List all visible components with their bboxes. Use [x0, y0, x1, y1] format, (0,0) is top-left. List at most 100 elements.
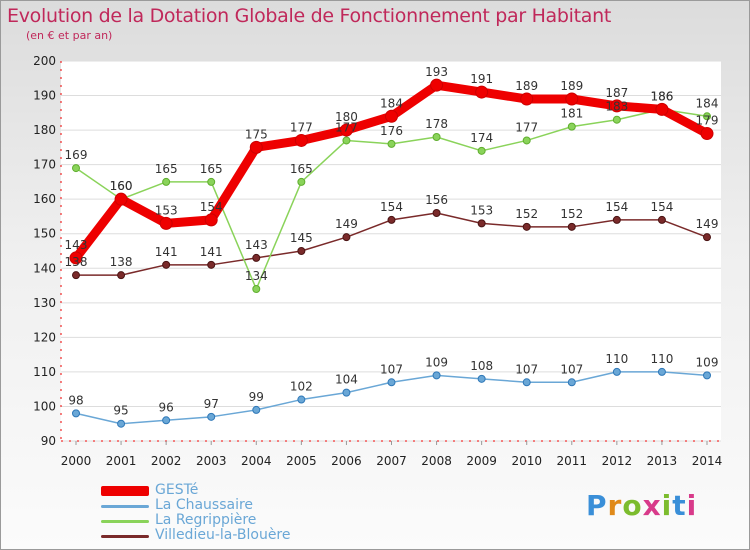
data-label-geste-2012: 187	[605, 86, 628, 100]
data-label-la-regrippiere-2007: 176	[380, 124, 403, 138]
legend-label-la-regrippiere: La Regrippière	[155, 512, 257, 528]
data-point-la-regrippiere-2002	[162, 177, 171, 186]
data-point-la-chaussaire-2005	[297, 395, 306, 404]
x-tick-label-2003: 2003	[196, 454, 227, 468]
data-label-la-chaussaire-2011: 107	[560, 362, 583, 376]
x-tick-label-2009: 2009	[466, 454, 497, 468]
x-tick-label-2014: 2014	[692, 454, 723, 468]
data-label-la-regrippiere-2004: 134	[245, 269, 268, 283]
logo-letter: i	[686, 489, 698, 522]
data-label-geste-2005: 177	[290, 120, 313, 134]
data-label-villedieu-la-blouere-2002: 141	[155, 245, 178, 259]
data-point-villedieu-la-blouere-2011	[567, 222, 576, 231]
data-point-villedieu-la-blouere-2010	[522, 222, 531, 231]
data-point-la-regrippiere-2007	[387, 139, 396, 148]
data-label-geste-2002: 153	[155, 203, 178, 217]
data-point-villedieu-la-blouere-2001	[117, 271, 126, 280]
data-label-la-regrippiere-2009: 174	[470, 131, 493, 145]
data-point-geste-2014	[700, 127, 714, 141]
data-point-geste-2005	[294, 133, 308, 147]
data-point-villedieu-la-blouere-2005	[297, 247, 306, 255]
data-label-la-regrippiere-2008: 178	[425, 117, 448, 131]
logo-letter: i	[661, 489, 673, 522]
data-point-la-regrippiere-2009	[477, 146, 486, 155]
x-tick-label-2001: 2001	[106, 454, 137, 468]
data-point-geste-2000	[69, 251, 83, 265]
data-label-la-chaussaire-2009: 108	[470, 359, 493, 373]
data-label-geste-2010: 189	[515, 79, 538, 93]
data-point-la-regrippiere-2014	[703, 112, 711, 121]
y-tick-label-180: 180	[33, 123, 56, 137]
data-point-la-chaussaire-2008	[432, 371, 441, 380]
logo-letter: x	[642, 489, 662, 522]
chart-subtitle: (en € et par an)	[26, 29, 113, 42]
data-point-villedieu-la-blouere-2007	[387, 215, 396, 224]
x-tick-label-2008: 2008	[421, 454, 452, 468]
data-label-villedieu-la-blouere-2013: 154	[650, 200, 673, 214]
y-tick-label-160: 160	[33, 192, 56, 206]
data-label-villedieu-la-blouere-2008: 156	[425, 193, 448, 207]
data-point-geste-2006	[339, 123, 353, 137]
x-tick-label-2010: 2010	[511, 454, 542, 468]
data-point-geste-2013	[655, 102, 669, 116]
data-label-geste-2000: 143	[65, 238, 88, 252]
data-point-geste-2009	[475, 85, 489, 99]
data-label-la-chaussaire-2001: 95	[113, 404, 128, 418]
data-label-la-chaussaire-2012: 110	[605, 352, 628, 366]
data-label-geste-2008: 193	[425, 65, 448, 79]
data-label-la-regrippiere-2011: 181	[560, 107, 583, 121]
data-point-la-chaussaire-2003	[207, 412, 216, 421]
data-point-villedieu-la-blouere-2014	[703, 233, 711, 242]
data-label-la-chaussaire-2003: 97	[204, 397, 219, 411]
data-label-geste-2001: 160	[110, 179, 133, 193]
data-label-la-regrippiere-2012: 183	[605, 100, 628, 114]
data-point-la-regrippiere-2011	[567, 122, 576, 131]
y-tick-label-100: 100	[33, 399, 56, 413]
data-point-la-regrippiere-2008	[432, 133, 441, 141]
data-point-villedieu-la-blouere-2003	[207, 260, 216, 269]
x-tick-label-2002: 2002	[151, 454, 182, 468]
logo-letter: o	[622, 489, 643, 522]
y-tick-label-130: 130	[33, 296, 56, 310]
data-point-villedieu-la-blouere-2002	[162, 260, 171, 269]
y-tick-label-200: 200	[33, 54, 56, 68]
data-label-la-regrippiere-2013: 186	[650, 89, 673, 103]
data-point-geste-2002	[159, 216, 173, 230]
legend-swatch-la-regrippiere	[101, 519, 149, 523]
data-label-la-regrippiere-2005: 165	[290, 162, 313, 176]
y-tick-label-120: 120	[33, 330, 56, 344]
legend-swatch-villedieu-la-blouere	[101, 534, 149, 538]
y-tick-label-110: 110	[33, 365, 56, 379]
data-label-la-chaussaire-2002: 96	[159, 400, 174, 414]
logo-letter: t	[672, 489, 687, 522]
data-point-la-chaussaire-2010	[522, 378, 531, 387]
data-point-villedieu-la-blouere-2000	[72, 271, 80, 280]
data-label-la-chaussaire-2008: 109	[425, 355, 448, 369]
data-label-villedieu-la-blouere-2001: 138	[110, 255, 133, 269]
data-label-la-chaussaire-2013: 110	[650, 352, 673, 366]
data-point-la-chaussaire-2000	[72, 409, 80, 418]
x-tick-label-2004: 2004	[241, 454, 272, 468]
data-label-la-chaussaire-2004: 99	[249, 390, 264, 404]
data-label-villedieu-la-blouere-2010: 152	[515, 207, 538, 221]
data-point-la-regrippiere-2000	[72, 164, 80, 173]
data-point-villedieu-la-blouere-2004	[252, 253, 261, 262]
plot-area	[61, 61, 721, 441]
data-point-villedieu-la-blouere-2008	[432, 209, 441, 217]
y-tick-label-170: 170	[33, 158, 56, 172]
proxiti-logo: Proxiti	[586, 489, 697, 522]
data-point-geste-2003	[204, 213, 218, 227]
data-label-la-regrippiere-2010: 177	[515, 120, 538, 134]
data-point-la-chaussaire-2012	[612, 367, 621, 376]
legend-swatch-la-chaussaire	[101, 504, 149, 508]
x-tick-label-2005: 2005	[286, 454, 317, 468]
data-point-geste-2004	[249, 140, 263, 154]
data-label-la-chaussaire-2007: 107	[380, 362, 403, 376]
logo-letter: r	[607, 489, 623, 522]
data-label-la-regrippiere-2006: 177	[335, 120, 358, 134]
y-tick-label-190: 190	[33, 89, 56, 103]
data-label-villedieu-la-blouere-2007: 154	[380, 200, 403, 214]
data-point-la-chaussaire-2001	[117, 419, 126, 428]
data-label-la-chaussaire-2014: 109	[696, 355, 719, 369]
